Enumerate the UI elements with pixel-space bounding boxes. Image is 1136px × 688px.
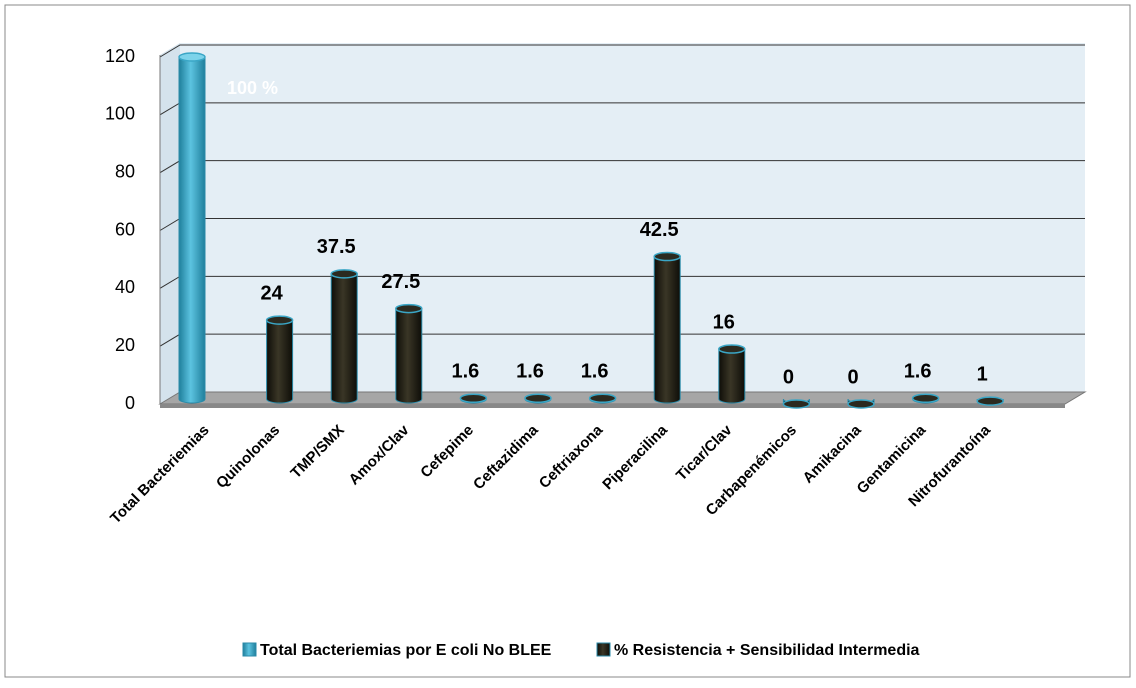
bar — [395, 303, 423, 404]
bar — [588, 393, 617, 404]
data-label: 1.6 — [516, 360, 544, 382]
data-label: 0 — [847, 366, 858, 388]
back-wall — [180, 43, 1085, 392]
bar-top — [588, 393, 617, 403]
bar-top — [847, 399, 875, 409]
data-label: 1.6 — [904, 360, 932, 382]
bar-top — [330, 269, 358, 279]
data-label: 24 — [260, 282, 283, 304]
bar-body — [718, 348, 746, 404]
side-wall — [160, 43, 180, 404]
y-tick-label: 40 — [115, 277, 135, 297]
y-tick-label: 100 — [105, 104, 135, 124]
y-tick-label: 0 — [125, 393, 135, 413]
bar-body — [178, 56, 206, 404]
bar-top — [976, 396, 1004, 406]
bar — [847, 398, 875, 409]
y-tick-label: 80 — [115, 161, 135, 181]
floor-edge — [160, 404, 1065, 408]
data-label: 42.5 — [640, 219, 679, 241]
bar — [459, 393, 488, 404]
bar-top — [265, 315, 294, 325]
bar-top — [459, 393, 488, 403]
bar — [524, 393, 552, 404]
bar-top — [718, 344, 746, 354]
bar-top — [395, 303, 423, 314]
bar — [976, 396, 1004, 406]
bar-top — [524, 393, 552, 403]
legend-swatch — [596, 642, 611, 657]
bar — [265, 315, 294, 404]
data-label: 37.5 — [317, 236, 356, 258]
grid-line — [159, 44, 1085, 58]
bar-top — [653, 251, 681, 262]
bar-body — [266, 319, 294, 404]
bar-body — [395, 308, 423, 404]
data-label: 1.6 — [451, 360, 479, 382]
bar-body — [653, 256, 681, 404]
data-label: 0 — [783, 366, 794, 388]
y-tick-label: 60 — [115, 219, 135, 239]
bar-body — [330, 273, 358, 404]
bar-top — [782, 399, 811, 409]
data-label: 1.6 — [581, 360, 609, 382]
bar-top — [911, 393, 940, 403]
data-label: 16 — [713, 311, 735, 333]
y-tick-label: 120 — [105, 46, 135, 66]
bar-top — [178, 52, 206, 62]
legend-swatch — [242, 642, 257, 657]
data-label: 27.5 — [381, 271, 420, 293]
bar — [782, 398, 811, 409]
bar — [178, 52, 206, 404]
y-tick-label: 20 — [115, 335, 135, 355]
data-label: 1 — [977, 363, 988, 385]
bar — [653, 251, 681, 404]
data-label: 100 % — [227, 78, 278, 98]
floor — [158, 391, 1087, 405]
bar — [330, 269, 358, 404]
bar — [718, 344, 746, 404]
legend-label: Total Bacteriemias por E coli No BLEE — [260, 642, 552, 659]
legend-label: % Resistencia + Sensibilidad Intermedia — [614, 642, 920, 659]
bar — [911, 393, 940, 404]
